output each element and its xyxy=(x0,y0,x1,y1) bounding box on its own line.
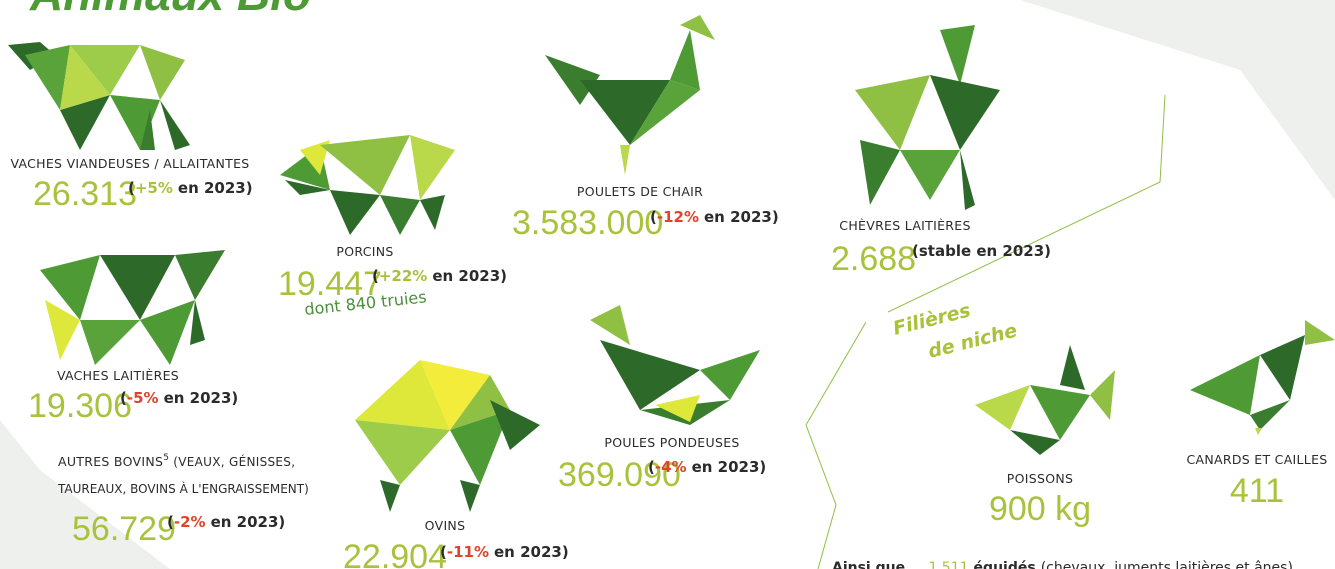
animal-count: 411 xyxy=(1230,472,1284,510)
trend-open: ( xyxy=(648,458,655,476)
page-title: Animaux Bio xyxy=(29,0,311,20)
trend: (-2% en 2023) xyxy=(167,513,285,531)
animal-label: POISSONS xyxy=(1007,471,1073,486)
trend-rest: en 2023) xyxy=(178,179,253,197)
sheep-icon xyxy=(355,360,540,512)
animal-label: CANARDS ET CAILLES xyxy=(1186,452,1327,467)
trend-open: ( xyxy=(120,389,127,407)
trend: (-12% en 2023) xyxy=(650,208,779,226)
trend-delta: -12% xyxy=(657,208,699,226)
footnote-ref: 5 xyxy=(163,453,169,463)
trend-open: ( xyxy=(167,513,174,531)
trend-open: ( xyxy=(372,267,379,285)
trend: (-11% en 2023) xyxy=(440,543,569,561)
fish-icon xyxy=(975,345,1115,455)
broiler-icon xyxy=(545,15,715,175)
label-detail: TAUREAUX, BOVINS À L'ENGRAISSEMENT) xyxy=(57,481,309,496)
trend-open: ( xyxy=(650,208,657,226)
trend: (stable en 2023) xyxy=(912,242,1051,260)
trend-rest: en 2023) xyxy=(164,389,239,407)
background-shade xyxy=(1020,0,1335,200)
trend: (-5% en 2023) xyxy=(120,389,238,407)
animal-label: OVINS xyxy=(425,518,466,533)
footer-count: 1.511 xyxy=(928,560,968,569)
footer-dots: ... xyxy=(910,560,923,569)
animal-label: AUTRES BOVINS5 (VEAUX, GÉNISSES, xyxy=(58,453,295,469)
trend-rest: en 2023) xyxy=(211,513,286,531)
pig-icon xyxy=(280,135,455,235)
label-detail: (VEAUX, GÉNISSES, xyxy=(173,454,295,469)
animal-count: 56.729 xyxy=(72,510,176,548)
animal-count: 19.306 xyxy=(28,387,132,425)
divider-line xyxy=(805,321,867,569)
animal-label: CHÈVRES LAITIÈRES xyxy=(839,218,970,233)
trend: (-4% en 2023) xyxy=(648,458,766,476)
label-text: AUTRES BOVINS xyxy=(58,454,163,469)
trend: (+5% en 2023) xyxy=(128,179,253,197)
goat-icon xyxy=(855,25,1000,210)
trend-open: ( xyxy=(128,179,135,197)
animal-label: POULETS DE CHAIR xyxy=(577,184,703,199)
trend-open: ( xyxy=(440,543,447,561)
trend-rest: en 2023) xyxy=(432,267,507,285)
trend-delta: -2% xyxy=(174,513,206,531)
trend-delta: -4% xyxy=(655,458,687,476)
trend-rest: en 2023) xyxy=(692,458,767,476)
footer-noun: équidés xyxy=(974,560,1036,569)
footer-note: Ainsi que... 1.511 équidés (chevaux, jument… xyxy=(832,560,1293,569)
trend-delta: +22% xyxy=(379,267,427,285)
hen-icon xyxy=(590,305,760,425)
background-shade xyxy=(0,420,170,569)
duck-icon xyxy=(1190,320,1335,435)
animal-count: 26.313 xyxy=(33,175,137,213)
trend-delta: -11% xyxy=(447,543,489,561)
footer-lead: Ainsi que xyxy=(832,560,905,569)
trend-delta: -5% xyxy=(127,389,159,407)
trend-rest: en 2023) xyxy=(494,543,569,561)
animal-count: 369.090 xyxy=(558,456,681,494)
dairy-cow-icon xyxy=(40,250,225,365)
trend: (+22% en 2023) xyxy=(372,267,507,285)
animal-count: 22.904 xyxy=(343,538,447,569)
footer-detail: (chevaux, juments laitières et ânes) xyxy=(1041,560,1293,569)
trend-delta: +5% xyxy=(135,179,173,197)
animal-count: 900 kg xyxy=(989,490,1091,528)
divider-line xyxy=(887,94,1166,313)
animal-label: VACHES LAITIÈRES xyxy=(57,368,179,383)
animal-count: 2.688 xyxy=(831,240,916,278)
animal-label: POULES PONDEUSES xyxy=(604,435,739,450)
animal-label: VACHES VIANDEUSES / ALLAITANTES xyxy=(10,156,249,171)
animal-count: 3.583.000 xyxy=(512,204,663,242)
animal-count: 19.447 xyxy=(278,265,382,303)
cow-icon xyxy=(8,42,190,150)
trend-rest: en 2023) xyxy=(704,208,779,226)
animal-label: PORCINS xyxy=(336,244,393,259)
